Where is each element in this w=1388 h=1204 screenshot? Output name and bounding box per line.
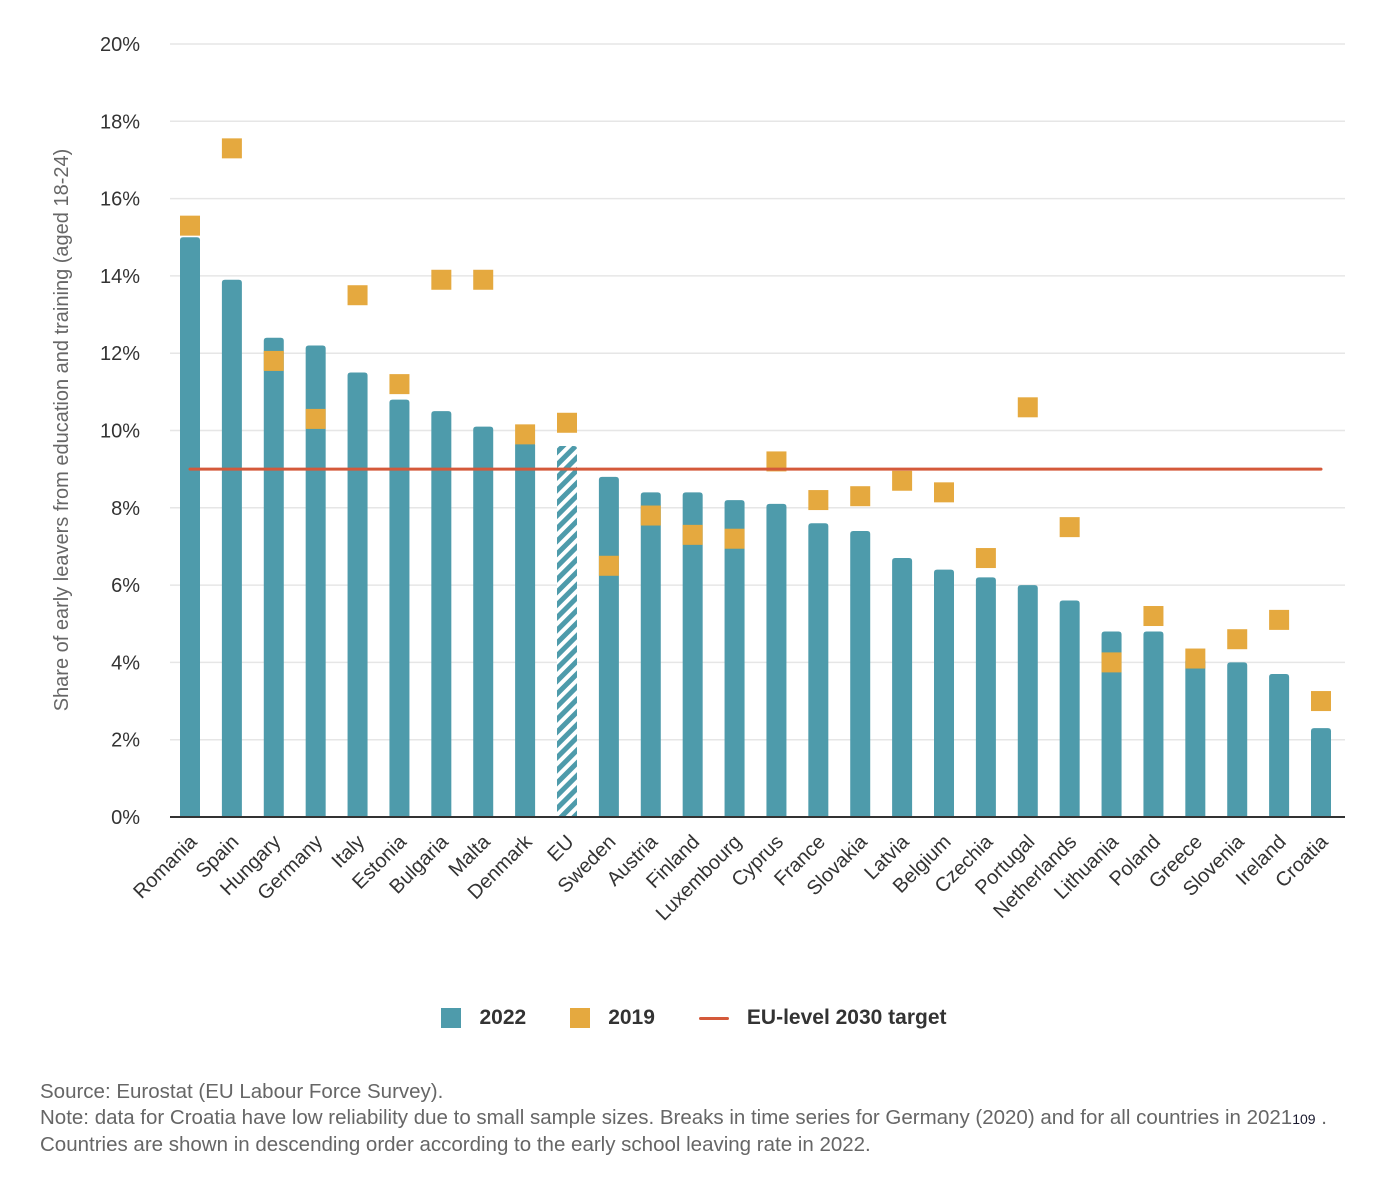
marker-2019-latvia [892, 470, 913, 491]
y-tick-label: 16% [100, 189, 140, 211]
y-tick-label: 4% [111, 652, 140, 674]
markers-2019 [180, 138, 1331, 712]
marker-2019-france [808, 490, 829, 511]
legend-swatch-2022 [441, 1008, 462, 1028]
bar-sweden [598, 476, 619, 817]
bar-belgium [934, 569, 954, 817]
marker-2019-luxembourg [724, 528, 745, 549]
marker-2019-eu [557, 412, 577, 433]
gridlines [170, 43, 1345, 741]
bar-slovakia [850, 530, 871, 817]
bar-austria [640, 492, 661, 817]
marker-2019-sweden [598, 555, 619, 576]
y-tick-label: 8% [111, 498, 140, 520]
bar-croatia [1311, 728, 1331, 817]
marker-2019-czechia [975, 548, 996, 569]
source-note: Source: Eurostat (EU Labour Force Survey… [40, 1080, 444, 1103]
marker-2019-romania [180, 215, 200, 236]
bar-hungary [263, 337, 284, 817]
y-tick-label: 2% [111, 730, 140, 752]
y-axis-ticks: 0% 2% 4% 6% 8% 10% 12% 14% 16% 18% 20% [100, 34, 140, 829]
bar-cyprus [766, 503, 787, 817]
bar-estonia [389, 399, 410, 817]
legend: 2022 2019 EU-level 2030 target [0, 1006, 1388, 1030]
marker-2019-lithuania [1101, 652, 1122, 673]
marker-2019-belgium [934, 482, 954, 503]
legend-swatch-target [698, 1016, 729, 1020]
y-tick-label: 0% [111, 807, 140, 829]
bar-ireland [1269, 673, 1290, 817]
legend-label-2019: 2019 [608, 1006, 655, 1029]
data-note-text-cont: . Countries are shown in descending orde… [40, 1106, 1327, 1156]
legend-item-2022[interactable]: 2022 [441, 1006, 526, 1030]
bar-malta [473, 426, 494, 817]
marker-2019-germany [305, 408, 326, 429]
bar-slovenia [1227, 662, 1248, 817]
marker-2019-ireland [1269, 609, 1290, 630]
y-tick-label: 6% [111, 575, 140, 597]
x-label-eu: EU [543, 831, 578, 866]
legend-item-2019[interactable]: 2019 [570, 1006, 655, 1030]
y-tick-label: 10% [100, 421, 140, 443]
bar-lithuania [1101, 631, 1122, 817]
bar-luxembourg [724, 500, 745, 817]
chart: 0% 2% 4% 6% 8% 10% 12% 14% 16% 18% 20% Share of ea… [51, 34, 1345, 925]
bar-eu [557, 445, 577, 817]
bar-italy [347, 372, 368, 817]
marker-2019-bulgaria [431, 269, 452, 290]
marker-2019-spain [221, 138, 242, 159]
marker-2019-croatia [1311, 691, 1331, 712]
bar-denmark [515, 442, 536, 817]
marker-2019-malta [473, 269, 494, 290]
bar-netherlands [1059, 600, 1080, 817]
y-tick-label: 12% [100, 343, 140, 365]
marker-2019-greece [1185, 648, 1206, 669]
bar-czechia [975, 577, 996, 817]
legend-label-2022: 2022 [479, 1006, 527, 1029]
marker-2019-netherlands [1059, 517, 1080, 538]
y-tick-label: 14% [100, 266, 140, 288]
legend-item-target[interactable]: EU-level 2030 target [698, 1006, 947, 1030]
data-note: Note: data for Croatia have low reliabil… [40, 1105, 1360, 1158]
bar-germany [305, 345, 326, 817]
marker-2019-slovakia [850, 486, 871, 507]
marker-2019-portugal [1017, 397, 1038, 418]
bar-portugal [1017, 585, 1038, 817]
marker-2019-cyprus [766, 451, 787, 472]
marker-2019-italy [347, 285, 368, 306]
bars-2022 [180, 237, 1331, 817]
marker-2019-slovenia [1227, 629, 1248, 650]
legend-swatch-2019 [570, 1008, 591, 1028]
bar-bulgaria [431, 411, 452, 817]
chart-footer: Source: Eurostat (EU Labour Force Survey… [40, 1079, 1360, 1158]
bar-spain [221, 279, 242, 817]
footnote-ref[interactable]: 109 [1292, 1111, 1316, 1127]
data-note-text: Note: data for Croatia have low reliabil… [40, 1106, 1293, 1129]
bar-france [808, 523, 829, 817]
bar-greece [1185, 658, 1206, 817]
y-tick-label: 18% [100, 111, 140, 133]
marker-2019-austria [640, 505, 661, 526]
marker-2019-denmark [515, 424, 536, 445]
marker-2019-finland [682, 524, 703, 545]
marker-2019-poland [1143, 606, 1164, 627]
bar-poland [1143, 631, 1164, 817]
marker-2019-estonia [389, 374, 410, 395]
bar-finland [682, 492, 703, 817]
y-tick-label: 20% [100, 34, 140, 56]
marker-2019-hungary [263, 350, 284, 371]
bar-latvia [892, 558, 913, 817]
y-axis-label: Share of early leavers from education an… [51, 149, 73, 712]
bar-romania [180, 237, 200, 817]
legend-label-target: EU-level 2030 target [746, 1006, 947, 1029]
